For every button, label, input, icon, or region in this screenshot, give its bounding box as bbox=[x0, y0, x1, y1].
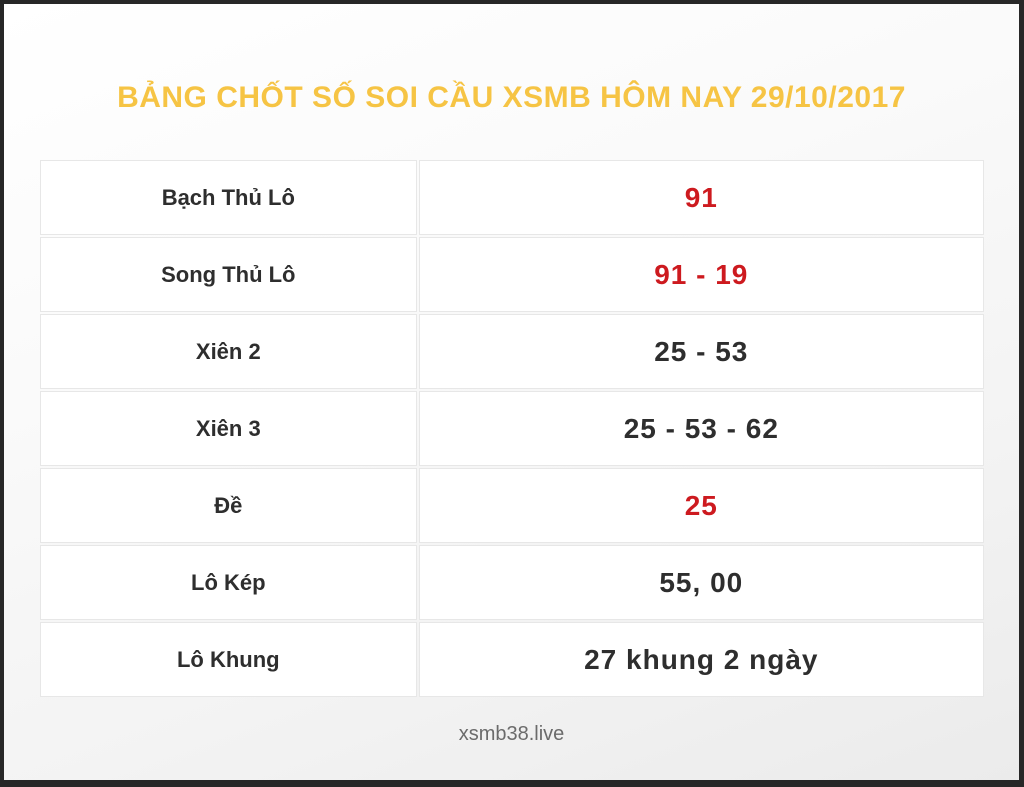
table-row: Đề 25 bbox=[39, 468, 984, 543]
row-value: 25 - 53 - 62 bbox=[419, 391, 984, 466]
row-value: 55, 00 bbox=[419, 545, 984, 620]
row-value: 25 bbox=[419, 468, 984, 543]
row-value: 91 bbox=[419, 160, 984, 235]
site-watermark: xsmb38.live bbox=[458, 723, 565, 745]
table-row: Bạch Thủ Lô 91 bbox=[39, 160, 984, 235]
row-label: Lô Khung bbox=[39, 622, 418, 697]
row-label: Lô Kép bbox=[39, 545, 418, 620]
prediction-table: Bạch Thủ Lô 91 Song Thủ Lô 91 - 19 Xiên … bbox=[38, 158, 986, 699]
row-label: Bạch Thủ Lô bbox=[39, 160, 418, 235]
row-label: Xiên 2 bbox=[39, 314, 418, 389]
row-value: 25 - 53 bbox=[419, 314, 984, 389]
table-row: Lô Kép 55, 00 bbox=[39, 545, 984, 620]
table-row: Xiên 2 25 - 53 bbox=[39, 314, 984, 389]
row-label: Song Thủ Lô bbox=[39, 237, 418, 312]
page-title: BẢNG CHỐT SỐ SOI CẦU XSMB HÔM NAY 29/10/… bbox=[117, 81, 906, 114]
row-value: 91 - 19 bbox=[419, 237, 984, 312]
table-row: Song Thủ Lô 91 - 19 bbox=[39, 237, 984, 312]
row-label: Đề bbox=[39, 468, 418, 543]
table-row: Lô Khung 27 khung 2 ngày bbox=[39, 622, 984, 697]
table-row: Xiên 3 25 - 53 - 62 bbox=[39, 391, 984, 466]
row-value: 27 khung 2 ngày bbox=[419, 622, 984, 697]
row-label: Xiên 3 bbox=[39, 391, 418, 466]
